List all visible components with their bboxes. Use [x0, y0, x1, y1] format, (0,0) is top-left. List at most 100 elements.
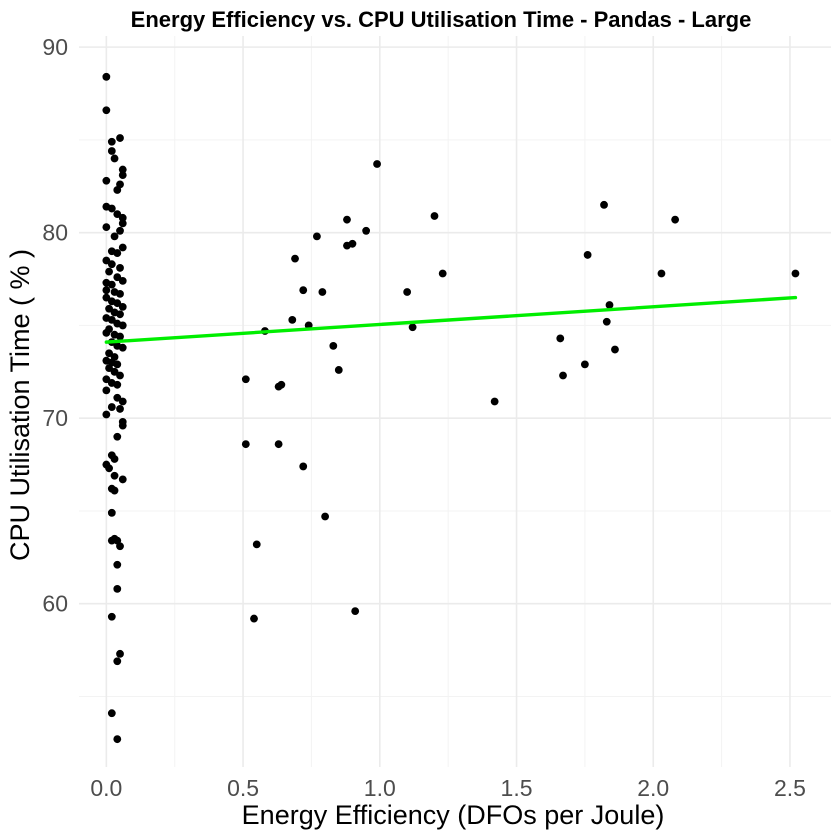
- data-point: [102, 375, 111, 384]
- data-point: [657, 269, 666, 278]
- data-point: [791, 269, 800, 278]
- data-point: [250, 614, 258, 623]
- data-point: [113, 560, 122, 569]
- data-point: [107, 315, 116, 324]
- data-point: [113, 735, 122, 744]
- data-point: [351, 607, 360, 616]
- data-point: [113, 210, 122, 219]
- data-point: [110, 367, 119, 376]
- data-point: [334, 366, 343, 374]
- data-point: [559, 371, 567, 380]
- data-point: [113, 273, 122, 282]
- data-point: [116, 264, 124, 272]
- data-point: [605, 301, 614, 309]
- data-point: [105, 304, 113, 313]
- data-point: [107, 137, 116, 146]
- data-point: [611, 345, 619, 354]
- data-point: [102, 328, 111, 337]
- data-point: [556, 334, 565, 343]
- data-point: [110, 232, 119, 241]
- data-point: [329, 341, 338, 350]
- data-point: [313, 232, 321, 241]
- data-point: [116, 310, 124, 319]
- data-point: [403, 288, 412, 296]
- data-point: [318, 288, 327, 296]
- data-point: [116, 371, 124, 380]
- data-point: [602, 317, 611, 326]
- data-point: [241, 440, 250, 449]
- data-point: [110, 486, 119, 495]
- y-tick-label: 90: [42, 34, 68, 60]
- data-point: [102, 410, 111, 419]
- data-point: [348, 239, 357, 248]
- data-point: [490, 397, 499, 406]
- data-point: [113, 299, 122, 308]
- data-point: [118, 421, 127, 430]
- data-point: [600, 200, 608, 209]
- data-point: [321, 512, 330, 521]
- data-point: [107, 612, 116, 621]
- data-point: [118, 277, 127, 285]
- data-point: [116, 134, 124, 142]
- data-point: [118, 213, 127, 222]
- data-point: [105, 364, 113, 373]
- data-point: [118, 302, 127, 311]
- data-point: [291, 254, 299, 263]
- data-point: [118, 321, 127, 330]
- data-point: [107, 204, 116, 213]
- data-point: [118, 397, 127, 406]
- data-point: [118, 343, 127, 352]
- data-point: [299, 462, 308, 471]
- data-point: [105, 267, 113, 276]
- x-tick-label: 2.0: [637, 775, 669, 801]
- data-point: [105, 349, 113, 358]
- data-point: [107, 260, 116, 269]
- data-point: [118, 219, 127, 228]
- data-point: [113, 380, 122, 389]
- data-point: [299, 286, 308, 295]
- data-point: [113, 393, 122, 402]
- data-point: [107, 403, 116, 411]
- data-point: [110, 455, 119, 463]
- y-tick-label: 60: [42, 591, 68, 617]
- data-point: [107, 709, 116, 718]
- data-point: [105, 464, 113, 473]
- data-point: [118, 243, 127, 252]
- data-point: [373, 160, 381, 168]
- data-point: [118, 475, 127, 484]
- data-point: [113, 584, 122, 593]
- data-point: [102, 176, 111, 185]
- y-tick-labels: 60 70 80 90: [42, 34, 68, 617]
- data-point: [118, 165, 127, 174]
- x-tick-label: 2.5: [774, 775, 806, 801]
- data-point: [288, 315, 297, 324]
- data-point: [110, 154, 119, 163]
- data-point: [113, 657, 122, 666]
- x-tick-label: 0.0: [90, 775, 122, 801]
- chart-title: Energy Efficiency vs. CPU Utilisation Ti…: [131, 7, 752, 32]
- data-point: [343, 215, 351, 224]
- x-tick-label: 1.0: [364, 775, 396, 801]
- data-point: [438, 269, 447, 278]
- data-point: [274, 440, 283, 449]
- data-point: [580, 360, 589, 369]
- x-axis-title: Energy Efficiency (DFOs per Joule): [242, 800, 665, 830]
- data-point: [116, 649, 124, 658]
- data-point: [102, 386, 111, 395]
- data-point: [107, 508, 116, 517]
- data-point: [113, 360, 122, 369]
- data-point: [110, 471, 119, 480]
- data-point: [241, 375, 250, 384]
- y-tick-label: 70: [42, 405, 68, 431]
- data-point: [107, 280, 116, 289]
- x-tick-labels: 0.0 0.5 1.0 1.5 2.0 2.5: [90, 775, 806, 801]
- major-grid: [79, 36, 831, 767]
- data-point: [430, 212, 439, 220]
- y-tick-label: 80: [42, 220, 68, 246]
- x-tick-label: 1.5: [501, 775, 533, 801]
- data-point: [102, 256, 111, 265]
- data-points: [102, 72, 800, 744]
- data-point: [277, 380, 286, 389]
- data-point: [118, 171, 127, 180]
